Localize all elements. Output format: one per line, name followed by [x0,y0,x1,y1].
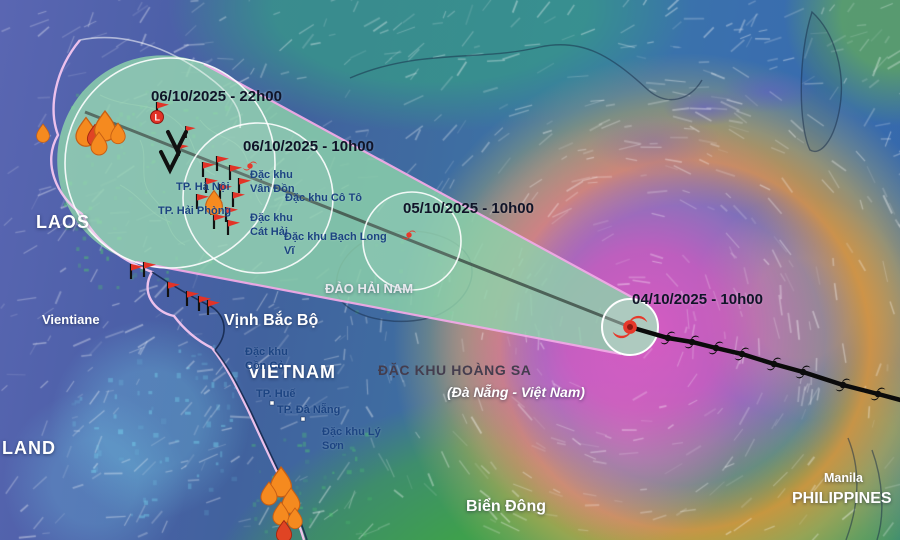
svg-text:L: L [155,113,161,123]
hue-city-dot [269,400,275,406]
vietnam-north-border [79,36,242,129]
forecast-circle-06-10-22h[interactable] [64,57,276,269]
luzon-outline [845,437,883,540]
typhoon-current-icon[interactable] [612,315,648,339]
low-pressure-icon[interactable]: L [150,100,171,124]
china-coastline [349,43,703,101]
danang-city-dot [300,416,306,422]
rain-warning-cluster-central[interactable] [260,466,303,540]
vietnam-border [50,39,213,350]
forecast-cone-edge [135,63,640,356]
forecast-circle-06-10-10h[interactable] [182,122,334,274]
past-track-line [629,324,900,403]
chevron-warning-icon[interactable] [159,130,188,175]
forecast-circle-05-10-10h[interactable] [362,191,462,291]
taiwan-outline [800,10,843,153]
forecast-cone [57,55,658,356]
